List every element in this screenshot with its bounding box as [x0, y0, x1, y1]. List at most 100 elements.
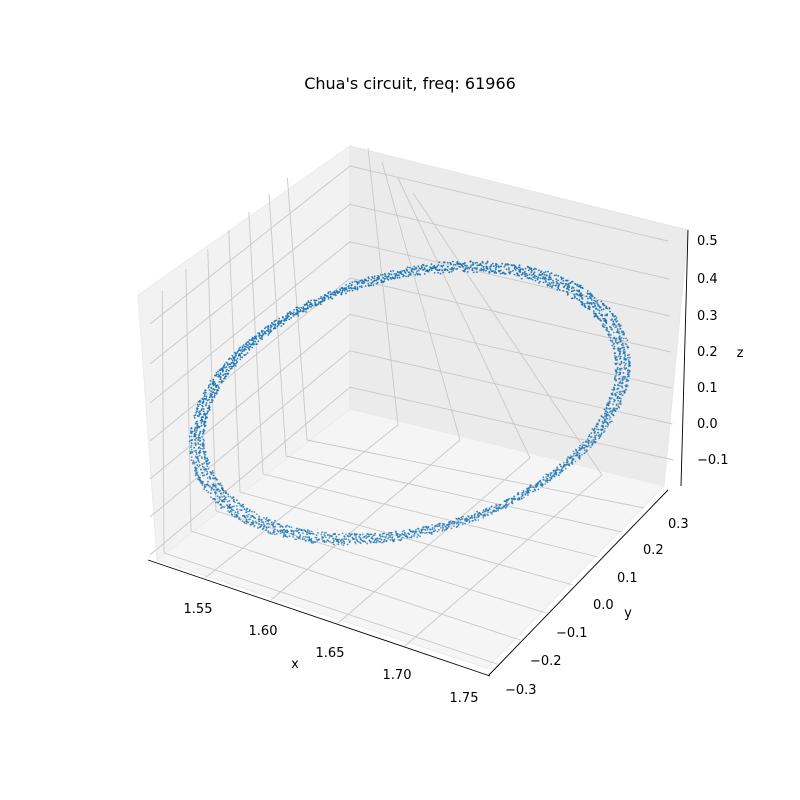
scatter-point	[205, 395, 208, 398]
scatter-point	[359, 538, 362, 540]
scatter-point	[241, 348, 244, 350]
z-tick-label: 0.0	[697, 417, 718, 432]
z-gridline	[349, 241, 670, 317]
scatter-point	[343, 542, 346, 545]
scatter-point	[497, 265, 500, 267]
scatter-point	[564, 464, 567, 466]
scatter-point	[628, 375, 630, 378]
scatter-point	[530, 268, 533, 271]
scatter-point	[191, 438, 193, 441]
scatter-point	[531, 490, 534, 493]
scatter-point	[223, 497, 226, 500]
scatter-point	[245, 511, 248, 514]
scatter-point	[598, 312, 601, 315]
scatter-point	[599, 306, 602, 309]
scatter-point	[389, 536, 392, 539]
scatter-point	[234, 356, 237, 358]
scatter-point	[615, 316, 618, 319]
scatter-point	[422, 526, 424, 529]
scatter-point	[559, 463, 561, 466]
scatter-point	[387, 533, 390, 536]
scatter-point	[620, 337, 623, 339]
scatter-point	[203, 484, 206, 486]
scatter-point	[518, 497, 521, 500]
scatter-point	[614, 370, 617, 373]
scatter-point	[369, 533, 372, 536]
scatter-point	[578, 452, 581, 455]
scatter-point	[299, 310, 302, 313]
scatter-point	[257, 340, 260, 343]
scatter-point	[248, 342, 251, 345]
scatter-point	[597, 434, 600, 437]
scatter-point	[216, 495, 219, 498]
scatter-point	[189, 450, 192, 453]
scatter-point	[619, 363, 621, 366]
scatter-point	[464, 518, 466, 521]
scatter-point	[619, 400, 622, 402]
scatter-point	[598, 309, 601, 312]
scatter-point	[335, 535, 338, 538]
scatter-point	[589, 446, 592, 449]
scatter-point	[276, 325, 279, 328]
scatter-point	[544, 271, 547, 273]
scatter-point	[464, 519, 466, 522]
scatter-point	[601, 429, 604, 431]
scatter-point	[259, 334, 262, 337]
scatter-point	[573, 293, 576, 296]
scatter-point	[486, 268, 489, 270]
scatter-point	[196, 427, 199, 430]
scatter-point	[205, 402, 208, 404]
y-gridline	[285, 455, 623, 533]
scatter-point	[598, 318, 601, 320]
scatter-point	[240, 505, 243, 507]
scatter-point	[340, 543, 343, 545]
scatter-point	[530, 271, 533, 274]
scatter-point	[335, 540, 338, 543]
scatter-point	[269, 531, 272, 534]
scatter-point	[458, 263, 461, 265]
scatter-point	[212, 391, 215, 394]
scatter-point	[447, 265, 449, 268]
scatter-point	[204, 414, 207, 417]
scatter-point	[601, 314, 604, 317]
scatter-point	[613, 400, 615, 403]
scatter-point	[436, 265, 438, 268]
scatter-point	[489, 268, 492, 271]
scatter-point	[203, 391, 206, 393]
y-gridline	[163, 552, 498, 665]
scatter-point	[616, 368, 619, 370]
scatter-point	[209, 396, 212, 399]
scatter-point	[413, 535, 415, 537]
scatter-point	[468, 267, 471, 270]
scatter-point	[595, 308, 597, 310]
scatter-point	[227, 505, 230, 508]
scatter-point	[524, 267, 527, 270]
scatter-point	[550, 476, 553, 478]
scatter-point	[492, 510, 495, 512]
scatter-point	[234, 365, 237, 367]
scatter-point	[211, 393, 213, 396]
scatter-point	[268, 332, 270, 335]
scatter-point	[302, 310, 305, 313]
scatter-point	[284, 530, 287, 533]
scatter-point	[204, 389, 207, 391]
scatter-point	[390, 273, 393, 276]
y-gridline	[185, 268, 192, 532]
x-gridline	[204, 424, 399, 579]
scatter-point	[606, 417, 609, 420]
scatter-point	[227, 493, 230, 496]
scatter-point	[333, 543, 335, 546]
scatter-point	[308, 305, 311, 308]
scatter-point	[612, 413, 614, 416]
scatter-point	[310, 303, 313, 305]
scatter-point	[220, 484, 223, 487]
scatter-point	[365, 537, 368, 539]
scatter-point	[618, 330, 620, 333]
scatter-point	[557, 275, 560, 277]
scatter-point	[236, 357, 239, 360]
scatter-point	[327, 298, 330, 300]
scatter-point	[594, 441, 597, 444]
scatter-point	[297, 315, 300, 317]
scatter-point	[534, 279, 537, 282]
scatter-point	[476, 516, 478, 519]
